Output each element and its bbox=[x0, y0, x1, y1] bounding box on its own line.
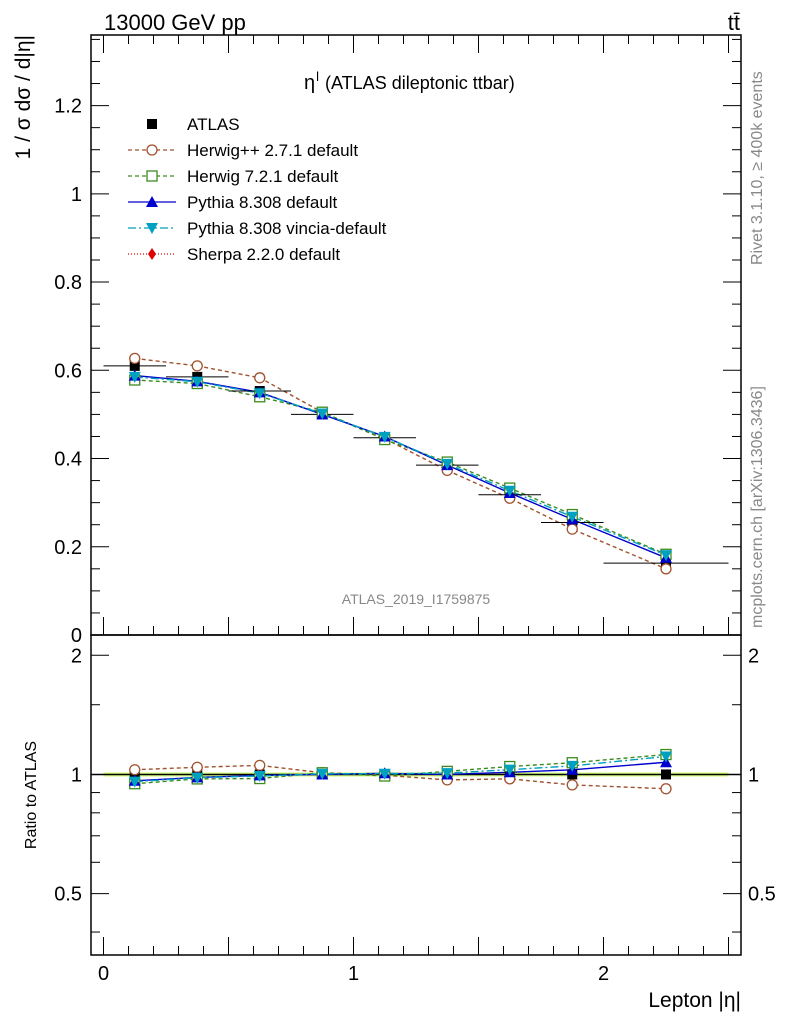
ratio-point bbox=[254, 759, 266, 772]
series-point bbox=[566, 523, 578, 535]
ratio-tick-label-right: 2 bbox=[748, 645, 759, 667]
series-point bbox=[316, 408, 329, 420]
ratio-point bbox=[503, 764, 516, 776]
y-axis-label-ratio: Ratio to ATLAS bbox=[23, 741, 40, 849]
main-series bbox=[103, 352, 729, 575]
ratio-data-point bbox=[661, 769, 671, 780]
series-line bbox=[134, 374, 667, 559]
series-point bbox=[191, 360, 203, 372]
legend-label: Herwig 7.2.1 default bbox=[187, 167, 338, 186]
rivet-label: Rivet 3.1.10, ≥ 400k events bbox=[749, 71, 766, 265]
legend-marker bbox=[146, 223, 158, 234]
series-point bbox=[441, 458, 454, 470]
x-axis-label: Lepton |η| bbox=[648, 989, 741, 1012]
y-tick-label: 0.2 bbox=[54, 537, 82, 559]
energy-label: 13000 GeV pp bbox=[104, 10, 246, 35]
ratio-point bbox=[128, 776, 141, 788]
y-tick-label: 0.8 bbox=[54, 272, 82, 294]
ratio-series bbox=[128, 748, 672, 795]
analysis-watermark: ATLAS_2019_I1759875 bbox=[342, 591, 491, 607]
legend-label: Pythia 8.308 vincia-default bbox=[187, 219, 387, 238]
ratio-tick-label-left: 2 bbox=[71, 645, 82, 667]
x-tick-label: 1 bbox=[348, 963, 359, 985]
legend-marker bbox=[146, 170, 158, 182]
series-point bbox=[128, 371, 141, 383]
legend-marker bbox=[146, 144, 158, 156]
ratio-point bbox=[441, 768, 454, 780]
ratio-point bbox=[129, 764, 141, 776]
ratio-line bbox=[134, 755, 667, 783]
source-label: mcplots.cern.ch [arXiv:1306.3436] bbox=[749, 386, 766, 628]
x-tick-label: 2 bbox=[598, 963, 609, 985]
ratio-point bbox=[191, 772, 204, 784]
legend: ATLAS Herwig++ 2.7.1 default Herwig 7.2.1 … bbox=[128, 115, 387, 264]
ratio-tick-label-left: 0.5 bbox=[54, 884, 82, 906]
y-tick-label: 0 bbox=[71, 625, 82, 647]
legend-marker bbox=[148, 248, 156, 260]
series-point bbox=[191, 376, 204, 388]
legend-label: ATLAS bbox=[187, 115, 240, 134]
y-tick-label: 1.2 bbox=[54, 96, 82, 118]
ratio-point bbox=[316, 768, 329, 780]
ratio-tick-label-right: 1 bbox=[748, 764, 759, 786]
data-point bbox=[661, 558, 671, 569]
title-superscript: l bbox=[316, 69, 319, 84]
ratio-tick-label-left: 1 bbox=[71, 764, 82, 786]
ratio-tick-label-right: 0.5 bbox=[748, 884, 776, 906]
legend-label: Sherpa 2.2.0 default bbox=[187, 245, 340, 264]
series-point bbox=[254, 372, 266, 384]
series-point bbox=[660, 563, 672, 575]
ratio-point bbox=[253, 771, 266, 783]
y-tick-label: 1 bbox=[71, 184, 82, 206]
ratio-point bbox=[660, 751, 672, 763]
series-point bbox=[253, 388, 266, 400]
series-line bbox=[134, 376, 667, 556]
title-rest: (ATLAS dileptonic ttbar) bbox=[325, 73, 515, 93]
ratio-point bbox=[566, 779, 578, 791]
ratio-point bbox=[191, 761, 203, 773]
legend-marker bbox=[147, 119, 157, 129]
ratio-point bbox=[660, 783, 672, 795]
series-point bbox=[566, 511, 579, 523]
y-tick-label: 0.6 bbox=[54, 360, 82, 382]
series-point bbox=[129, 352, 141, 365]
y-axis-label-main: 1 / σ dσ / d|η| bbox=[12, 35, 35, 159]
ratio-point bbox=[378, 768, 391, 780]
series-line bbox=[134, 379, 667, 555]
axis-ticks: 0 1 200.20.40.60.811.20.5 0.51 12 2 bbox=[54, 35, 776, 985]
legend-label: Pythia 8.308 default bbox=[187, 193, 338, 212]
title-eta: η bbox=[304, 72, 315, 94]
y-tick-label: 0.4 bbox=[54, 449, 82, 471]
series-line bbox=[134, 357, 667, 570]
series-point bbox=[378, 431, 391, 443]
chart-title: ηl (ATLAS dileptonic ttbar) bbox=[304, 69, 515, 94]
ratio-point bbox=[566, 760, 579, 772]
x-tick-label: 0 bbox=[98, 963, 109, 985]
legend-label: Herwig++ 2.7.1 default bbox=[187, 141, 358, 160]
ratio-panel-frame bbox=[90, 634, 742, 956]
data-point bbox=[129, 360, 140, 371]
legend-marker bbox=[146, 196, 158, 207]
process-label: tt̄ bbox=[728, 10, 740, 35]
svg-text:ηl(ATLAS dileptonic ttbar): ηl (ATLAS dileptonic ttbar) bbox=[304, 69, 515, 94]
series-point bbox=[660, 550, 672, 562]
series-point bbox=[503, 485, 516, 497]
